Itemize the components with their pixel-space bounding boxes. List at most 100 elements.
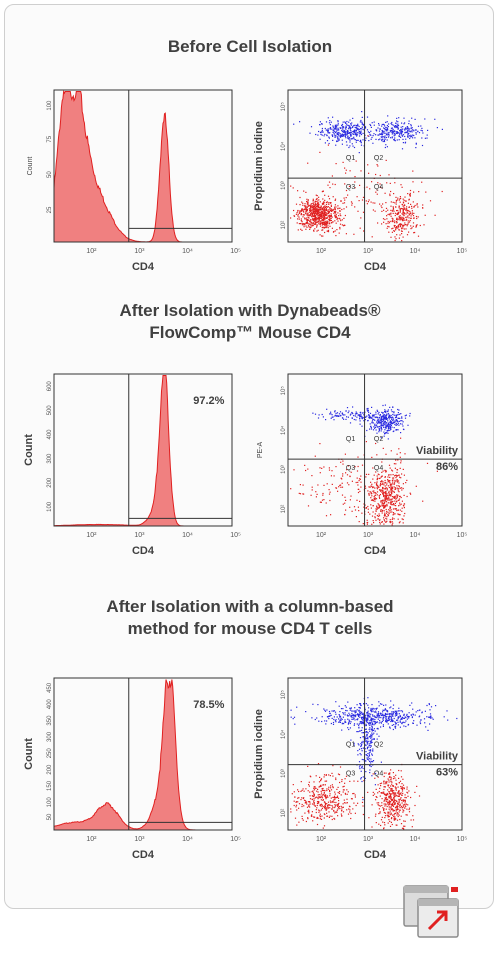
y-tick-label: 50 [47,171,53,178]
y-tick-label: 10² [281,809,287,818]
histogram-dynabeads: 10² 10³ 10⁴ 10⁵ 100 200 300 400 500 600 CD4 Count 97… [23,373,241,557]
y-tick-label: 10⁴ [280,141,287,151]
histogram-area [53,89,232,243]
x-axis-label: CD4 [132,261,155,273]
section-1-title: Before Cell Isolation [0,36,500,58]
x-tick-label: 10⁵ [230,836,241,843]
y-axis-label: Propidium iodine [253,709,265,799]
y-tick-label: 100 [47,501,53,512]
quadrant-label: Q4 [374,771,383,778]
percent-label: 78.5% [193,699,224,711]
x-tick-label: 10⁵ [457,532,468,539]
x-tick-label: 10⁴ [182,836,193,843]
dot-cloud [290,111,443,242]
y-tick-label: 10⁴ [280,425,287,435]
x-axis-label: CD4 [132,849,155,861]
histogram-column: 10² 10³ 10⁴ 10⁵ 50 100 150 200 250 300 350 400 450 CD… [23,677,241,861]
x-tick-label: 10² [316,532,327,539]
x-axis-label: CD4 [132,545,155,557]
dotplot-frame [287,373,463,527]
y-tick-label: 450 [47,682,53,693]
dot-cloud [290,404,438,526]
section-1-title-line-1: Before Cell Isolation [167,37,333,56]
x-tick-label: 10² [316,248,327,255]
viability-value: 63% [436,767,458,779]
y-tick-label: 10³ [281,769,287,778]
y-axis-label: Propidium iodine [253,121,265,211]
x-tick-label: 10⁴ [410,836,421,843]
x-axis-label: CD4 [364,849,387,861]
section-2-title-line-1: After Isolation with Dynabeads® [119,301,381,320]
y-tick-label: 250 [47,748,53,759]
section-3-title-line-2: method for mouse CD4 T cells [127,619,373,638]
quadrant-label: Q3 [346,184,355,191]
x-tick-label: 10³ [134,532,145,539]
y-tick-label: 10⁵ [280,690,287,700]
section-3-title: After Isolation with a column-based meth… [0,596,500,640]
y-tick-label: 10⁴ [280,729,287,739]
y-tick-label: 200 [47,477,53,488]
x-tick-label: 10⁴ [182,248,193,255]
x-tick-label: 10³ [363,836,374,843]
quadrant-label: Q1 [346,436,355,443]
histogram-frame [53,677,233,831]
y-axis-label: Count [27,157,34,176]
dotplot-before: Q1 Q2 Q3 Q4 10² 10³ 10⁴ 10⁵ 10² 10³ 10⁴ 10⁵ CD4 Propi… [253,89,468,273]
y-axis-label: PE-A [257,442,264,459]
section-3-title-line-1: After Isolation with a column-based [106,597,394,616]
viability-label: Viability [416,751,459,763]
x-tick-label: 10³ [134,836,145,843]
x-tick-label: 10² [86,248,97,255]
y-tick-label: 350 [47,715,53,726]
y-tick-label: 100 [47,797,53,808]
y-tick-label: 10⁵ [280,102,287,112]
y-tick-label: 25 [47,206,53,213]
x-tick-label: 10⁴ [182,532,193,539]
y-tick-label: 10³ [281,465,287,474]
quadrant-label: Q2 [374,436,383,443]
expand-window-icon[interactable] [402,883,464,941]
y-tick-label: 10⁵ [280,386,287,396]
x-axis-label: CD4 [364,261,387,273]
y-tick-label: 10³ [281,181,287,190]
y-tick-label: 75 [47,135,53,142]
percent-label: 97.2% [193,395,224,407]
x-axis-label: CD4 [364,545,387,557]
y-tick-label: 100 [47,100,53,111]
y-tick-label: 300 [47,731,53,742]
x-tick-label: 10⁵ [457,248,468,255]
y-tick-label: 10² [281,505,287,514]
quadrant-label: Q4 [374,465,383,472]
y-tick-label: 400 [47,429,53,440]
x-tick-label: 10³ [363,248,374,255]
y-tick-label: 300 [47,453,53,464]
section-2-title-line-2: FlowComp™ Mouse CD4 [149,323,351,342]
y-axis-label: Count [23,434,35,466]
dotplot-dynabeads: Q1 Q2 Q3 Q4 10² 10³ 10⁴ 10⁵ 10² 10³ 10⁴ 10⁵ CD4 PE-A V… [257,373,468,557]
x-tick-label: 10² [86,836,97,843]
quadrant-label: Q1 [346,742,355,749]
dotplot-frame [287,89,463,243]
x-tick-label: 10⁴ [410,532,421,539]
x-tick-label: 10⁵ [230,532,241,539]
x-tick-label: 10² [316,836,327,843]
dotplot-column: Q1 Q2 Q3 Q4 10² 10³ 10⁴ 10⁵ 10² 10³ 10⁴ 10⁵ CD4 Propi… [253,677,468,861]
y-tick-label: 600 [47,381,53,392]
x-tick-label: 10⁵ [457,836,468,843]
y-tick-label: 400 [47,699,53,710]
quadrant-label: Q2 [374,742,383,749]
quadrant-label: Q2 [374,155,383,162]
y-tick-label: 50 [47,813,53,820]
histogram-frame [53,373,233,527]
y-tick-label: 500 [47,405,53,416]
x-tick-label: 10³ [134,248,145,255]
dot-cloud [290,697,458,830]
x-tick-label: 10² [86,532,97,539]
y-tick-label: 10² [281,221,287,230]
quadrant-label: Q3 [346,465,355,472]
section-2-title: After Isolation with Dynabeads® FlowComp… [0,300,500,344]
x-tick-label: 10³ [363,532,374,539]
viability-label: Viability [416,445,459,457]
y-axis-label: Count [23,738,35,770]
histogram-frame [53,89,233,243]
